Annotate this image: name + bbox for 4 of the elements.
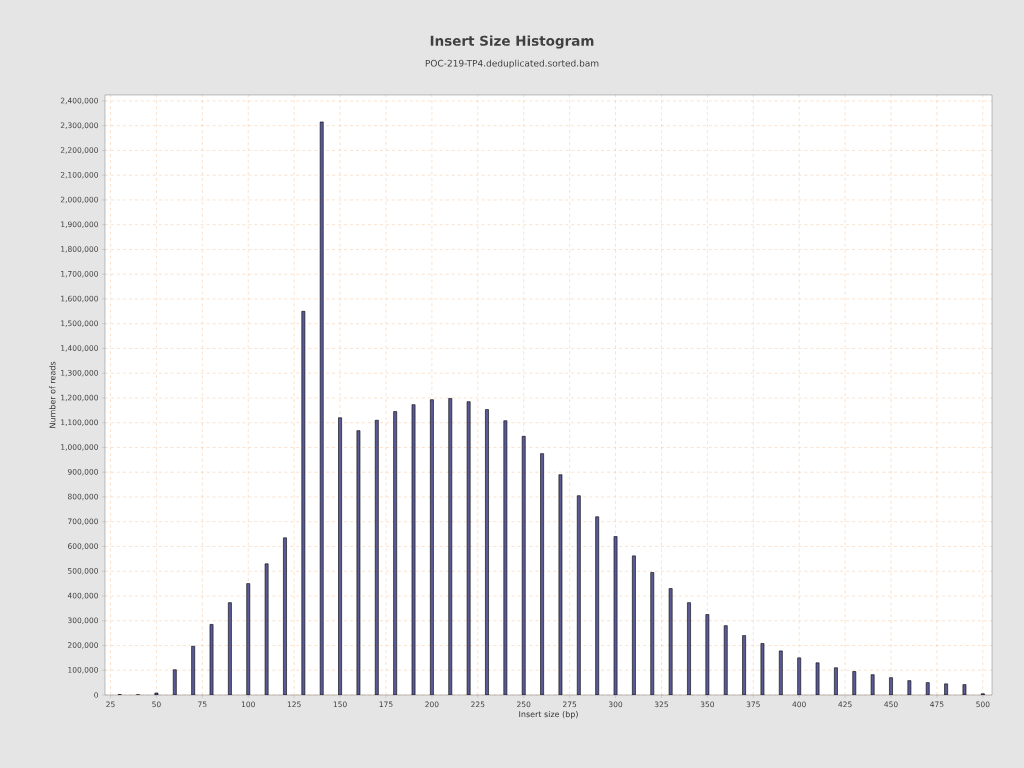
- y-axis-title: Number of reads: [49, 361, 56, 428]
- x-axis-title: Insert size (bp): [519, 711, 578, 719]
- chart-title: Insert Size Histogram: [430, 35, 594, 49]
- chart-subtitle: POC-219-TP4.deduplicated.sorted.bam: [425, 59, 599, 69]
